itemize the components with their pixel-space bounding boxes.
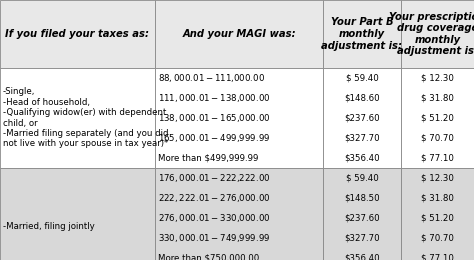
Text: $ 77.10: $ 77.10 <box>421 153 454 162</box>
Text: $237.60: $237.60 <box>344 114 380 122</box>
Text: Your prescription
drug coverage
monthly
adjustment is:: Your prescription drug coverage monthly … <box>389 12 474 56</box>
Text: -Married, filing jointly: -Married, filing jointly <box>3 201 95 231</box>
Text: $ 31.80: $ 31.80 <box>421 193 454 203</box>
Text: If you filed your taxes as:: If you filed your taxes as: <box>6 29 149 39</box>
Text: $222,222.01 - $276,000.00: $222,222.01 - $276,000.00 <box>158 192 271 204</box>
Text: And your MAGI was:: And your MAGI was: <box>182 29 296 39</box>
Text: $ 31.80: $ 31.80 <box>421 94 454 102</box>
Text: $ 70.70: $ 70.70 <box>421 233 454 243</box>
Bar <box>323 0 401 68</box>
Text: $ 70.70: $ 70.70 <box>421 133 454 142</box>
Text: $ 12.30: $ 12.30 <box>421 173 454 183</box>
Text: $ 12.30: $ 12.30 <box>421 74 454 82</box>
Text: $ 59.40: $ 59.40 <box>346 74 378 82</box>
Bar <box>0 68 155 168</box>
Text: More than $499,999.99: More than $499,999.99 <box>158 153 258 162</box>
Text: $356.40: $356.40 <box>344 254 380 260</box>
Bar <box>323 168 401 260</box>
Bar <box>401 68 474 168</box>
Text: $165,000.01 - $499,999.99: $165,000.01 - $499,999.99 <box>158 132 270 144</box>
Text: $276,000.01 - $330,000.00: $276,000.01 - $330,000.00 <box>158 212 271 224</box>
Bar <box>401 168 474 260</box>
Text: $356.40: $356.40 <box>344 153 380 162</box>
Text: $111,000.01 - $138,000.00: $111,000.01 - $138,000.00 <box>158 92 271 104</box>
Text: $ 59.40: $ 59.40 <box>346 173 378 183</box>
Bar <box>155 168 323 260</box>
Text: $138,000.01 - $165,000.00: $138,000.01 - $165,000.00 <box>158 112 271 124</box>
Text: $148.50: $148.50 <box>344 193 380 203</box>
Bar <box>323 68 401 168</box>
Text: $ 51.20: $ 51.20 <box>421 114 454 122</box>
Bar <box>155 68 323 168</box>
Bar <box>0 0 155 68</box>
Text: $330,000.01 - $749,999.99: $330,000.01 - $749,999.99 <box>158 232 270 244</box>
Text: $148.60: $148.60 <box>344 94 380 102</box>
Text: $327.70: $327.70 <box>344 133 380 142</box>
Text: $ 77.10: $ 77.10 <box>421 254 454 260</box>
Text: -Single,
-Head of household,
-Qualifying widow(er) with dependent
child, or
-Mar: -Single, -Head of household, -Qualifying… <box>3 88 168 148</box>
Text: $327.70: $327.70 <box>344 233 380 243</box>
Text: More than $750,000.00: More than $750,000.00 <box>158 254 259 260</box>
Text: $176,000.01 - $222,222.00: $176,000.01 - $222,222.00 <box>158 172 271 184</box>
Bar <box>401 0 474 68</box>
Text: Your Part B
monthly
adjustment is:: Your Part B monthly adjustment is: <box>321 17 402 51</box>
Bar <box>0 168 155 260</box>
Text: $237.60: $237.60 <box>344 213 380 223</box>
Text: $ 51.20: $ 51.20 <box>421 213 454 223</box>
Bar <box>155 0 323 68</box>
Text: $ 88,000.01 - $111,000.00: $ 88,000.01 - $111,000.00 <box>158 72 265 84</box>
